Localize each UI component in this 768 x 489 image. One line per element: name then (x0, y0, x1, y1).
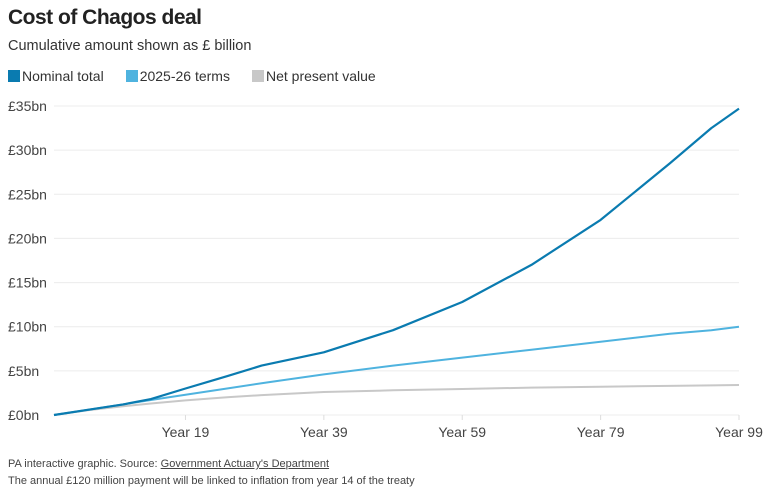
series-line-net-present-value (53, 384, 740, 416)
x-tick-label: Year 19 (162, 424, 210, 440)
y-tick-label: £25bn (8, 186, 47, 202)
legend-item-2025-26: 2025-26 terms (125, 68, 230, 84)
y-tick-label: £20bn (8, 230, 47, 246)
series-line-nominal-total (53, 107, 740, 417)
x-tick-label: Year 59 (438, 424, 486, 440)
x-tick-label: Year 79 (577, 424, 625, 440)
y-tick-label: £30bn (8, 142, 47, 158)
legend-swatch (251, 70, 264, 82)
x-tick-label: Year 39 (300, 424, 348, 440)
legend-swatch (8, 70, 20, 82)
legend-item-nominal: Nominal total (8, 68, 104, 84)
source-prefix: PA interactive graphic. Source: (8, 458, 161, 470)
source-line: PA interactive graphic. Source: Governme… (8, 458, 329, 470)
legend-label: Nominal total (22, 68, 104, 84)
source-link[interactable]: Government Actuary's Department (160, 458, 330, 470)
y-tick-label: £35bn (8, 98, 47, 114)
y-tick-label: £0bn (8, 407, 39, 423)
y-tick-label: £10bn (8, 319, 47, 335)
chart-subtitle: Cumulative amount shown as £ billion (8, 38, 252, 54)
legend-item-npv: Net present value (251, 68, 376, 84)
legend-swatch (125, 70, 138, 82)
chart-title: Cost of Chagos deal (8, 6, 202, 29)
legend-label: Net present value (265, 68, 376, 84)
footnote: The annual £120 million payment will be … (8, 475, 415, 487)
legend: Nominal total 2025-26 terms Net present … (8, 68, 398, 84)
legend-label: 2025-26 terms (139, 68, 230, 84)
x-tick-label: Year 99 (715, 424, 763, 440)
y-tick-label: £5bn (8, 363, 39, 379)
y-tick-label: £15bn (8, 275, 47, 291)
